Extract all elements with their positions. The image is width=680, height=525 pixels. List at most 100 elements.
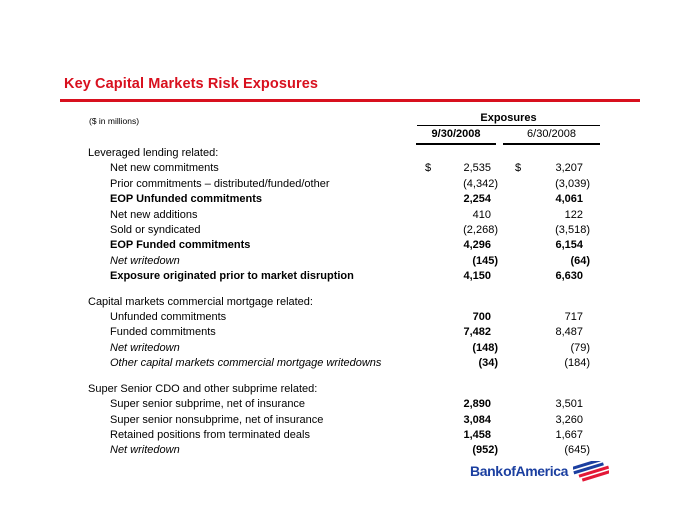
row-value: (34) xyxy=(478,357,498,370)
row-label: EOP Unfunded commitments xyxy=(110,193,262,206)
value-col-9-30-2008: 410 xyxy=(425,208,498,223)
bofa-logo: Bank of America xyxy=(470,459,609,482)
row-label: Other capital markets commercial mortgag… xyxy=(110,357,382,370)
row-label: Net new commitments xyxy=(110,162,219,175)
row-value: (952) xyxy=(472,444,498,457)
row-value: (184) xyxy=(564,357,590,370)
row-label: Unfunded commitments xyxy=(110,311,227,324)
row-value: (645) xyxy=(564,444,590,457)
row-value: (79) xyxy=(570,341,590,354)
table-row: Net writedown (145) (64) xyxy=(88,254,590,269)
table-row: Net new additions 410 122 xyxy=(88,208,590,223)
table-row: Sold or syndicated (2,268) (3,518) xyxy=(88,223,590,238)
value-col-9-30-2008: 2,254 xyxy=(425,192,498,207)
table-row: EOP Unfunded commitments 2,254 4,061 xyxy=(88,192,590,207)
row-value: 3,207 xyxy=(555,162,583,175)
value-col-9-30-2008: (2,268) xyxy=(425,223,498,238)
row-value: (148) xyxy=(472,341,498,354)
value-col-6-30-2008: 4,061 xyxy=(515,192,590,207)
table-group-header: Exposures xyxy=(417,112,600,126)
row-value: 410 xyxy=(472,208,491,221)
row-value: 1,458 xyxy=(463,428,491,441)
value-col-6-30-2008: $3,207 xyxy=(515,161,590,176)
table-row: Super senior nonsubprime, net of insuran… xyxy=(88,413,590,428)
row-value: 122 xyxy=(564,208,583,221)
row-label: EOP Funded commitments xyxy=(110,239,251,252)
value-col-9-30-2008: 3,084 xyxy=(425,413,498,428)
row-value: 700 xyxy=(472,311,491,324)
row-label: Super senior subprime, net of insurance xyxy=(110,398,306,411)
value-col-9-30-2008: 700 xyxy=(425,310,498,325)
row-value: 3,260 xyxy=(555,413,583,426)
value-col-9-30-2008: (4,342) xyxy=(425,177,498,192)
row-label: Net writedown xyxy=(110,341,180,354)
row-value: 7,482 xyxy=(463,326,491,339)
table-row: Net writedown (952) (645) xyxy=(88,443,590,458)
row-label: Net new additions xyxy=(110,208,198,221)
row-value: 2,254 xyxy=(463,193,491,206)
table-row: Unfunded commitments 700 717 xyxy=(88,310,590,325)
value-col-6-30-2008: (79) xyxy=(515,341,590,356)
value-col-9-30-2008: 2,890 xyxy=(425,397,498,412)
row-label: Retained positions from terminated deals xyxy=(110,428,310,441)
bofa-logo-text: Bank of America xyxy=(470,462,568,479)
value-col-9-30-2008: (148) xyxy=(425,341,498,356)
row-value: (4,342) xyxy=(463,177,498,190)
section-header: Super Senior CDO and other subprime rela… xyxy=(88,382,318,395)
value-col-9-30-2008: $2,535 xyxy=(425,161,498,176)
row-value: (3,518) xyxy=(555,224,590,237)
value-col-9-30-2008: (952) xyxy=(425,443,498,458)
value-col-6-30-2008: 717 xyxy=(515,310,590,325)
currency-symbol: $ xyxy=(515,162,522,175)
row-value: 4,150 xyxy=(463,270,491,283)
value-col-6-30-2008: 6,154 xyxy=(515,238,590,253)
row-value: (2,268) xyxy=(463,224,498,237)
title-underline-rule xyxy=(60,99,640,102)
row-value: 4,296 xyxy=(463,239,491,252)
column-header-9-30-2008: 9/30/2008 xyxy=(416,128,496,145)
row-value: 717 xyxy=(564,311,583,324)
row-label: Super senior nonsubprime, net of insuran… xyxy=(110,413,324,426)
value-col-9-30-2008: (145) xyxy=(425,254,498,269)
table-row: Retained positions from terminated deals… xyxy=(88,428,590,443)
row-value: 8,487 xyxy=(555,326,583,339)
row-value: (64) xyxy=(570,254,590,267)
row-label: Funded commitments xyxy=(110,326,216,339)
table-row: EOP Funded commitments 4,296 6,154 xyxy=(88,238,590,253)
row-value: 1,667 xyxy=(555,428,583,441)
value-col-6-30-2008: 3,260 xyxy=(515,413,590,428)
row-value: (3,039) xyxy=(555,177,590,190)
currency-symbol: $ xyxy=(425,162,432,175)
row-label: Net writedown xyxy=(110,254,180,267)
units-note: ($ in millions) xyxy=(89,116,140,126)
value-col-9-30-2008: (34) xyxy=(425,356,498,371)
table-row: Net writedown (148) (79) xyxy=(88,341,590,356)
value-col-6-30-2008: (3,039) xyxy=(515,177,590,192)
value-col-6-30-2008: (64) xyxy=(515,254,590,269)
value-col-6-30-2008: 3,501 xyxy=(515,397,590,412)
row-value: 6,630 xyxy=(555,270,583,283)
value-col-6-30-2008: 6,630 xyxy=(515,269,590,284)
row-label: Net writedown xyxy=(110,444,180,457)
value-col-6-30-2008: (184) xyxy=(515,356,590,371)
row-label: Exposure originated prior to market disr… xyxy=(110,270,354,283)
value-col-6-30-2008: 1,667 xyxy=(515,428,590,443)
bofa-flag-icon xyxy=(572,461,609,482)
table-row: Net new commitments $2,535 $3,207 xyxy=(88,161,590,176)
value-col-9-30-2008: 7,482 xyxy=(425,325,498,340)
table-row: Funded commitments 7,482 8,487 xyxy=(88,325,590,340)
table-row: Exposure originated prior to market disr… xyxy=(88,269,590,284)
value-col-9-30-2008: 1,458 xyxy=(425,428,498,443)
value-col-9-30-2008: 4,150 xyxy=(425,269,498,284)
row-value: 2,890 xyxy=(463,398,491,411)
value-col-6-30-2008: 8,487 xyxy=(515,325,590,340)
row-value: 3,501 xyxy=(555,398,583,411)
row-label: Sold or syndicated xyxy=(110,224,201,237)
page-title: Key Capital Markets Risk Exposures xyxy=(64,76,319,92)
row-value: 4,061 xyxy=(555,193,583,206)
section-header: Capital markets commercial mortgage rela… xyxy=(88,295,313,308)
table-row: Super senior subprime, net of insurance 2… xyxy=(88,397,590,412)
row-value: 3,084 xyxy=(463,413,491,426)
value-col-6-30-2008: 122 xyxy=(515,208,590,223)
